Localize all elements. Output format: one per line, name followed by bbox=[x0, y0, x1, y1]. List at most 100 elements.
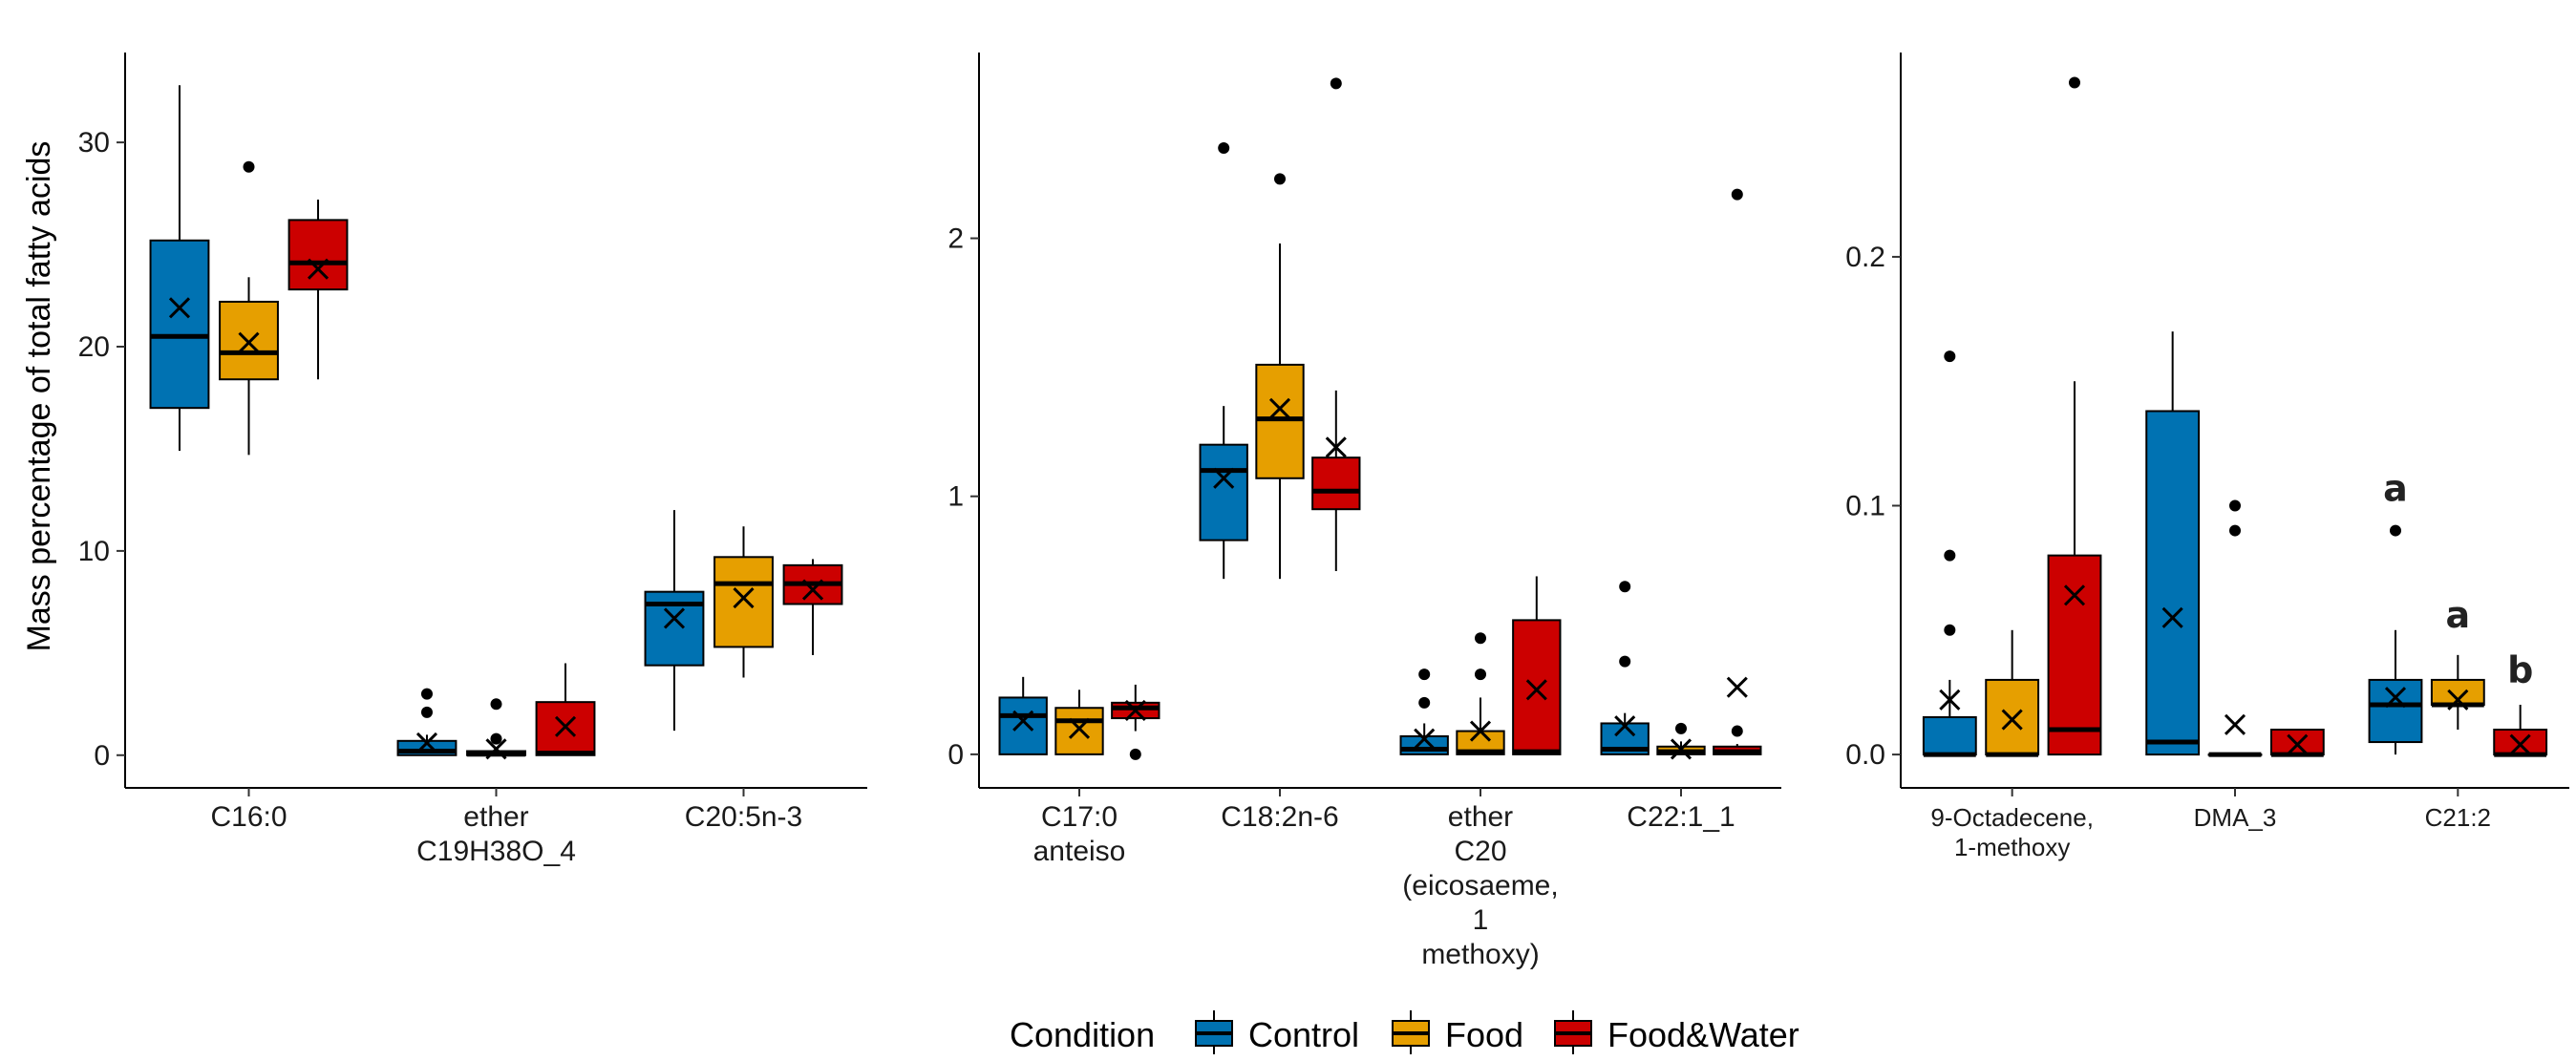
mean-marker bbox=[2001, 709, 2023, 731]
mean-marker bbox=[1068, 717, 1091, 739]
x-tick-label: 9-Octadecene, 1-methoxy bbox=[1930, 803, 2094, 861]
panel-2: 0 1 2 C17:0 anteiso C18:2n-6 ether C20 (eicosaem… bbox=[947, 53, 1781, 970]
mean-marker bbox=[485, 738, 507, 760]
box-iqr bbox=[2368, 678, 2423, 744]
box-food-0 bbox=[219, 160, 279, 456]
mean-marker bbox=[2287, 733, 2309, 755]
outlier-point bbox=[490, 732, 502, 745]
box-food-water-1 bbox=[2269, 729, 2325, 757]
box-food-2 bbox=[713, 526, 774, 678]
box-iqr bbox=[998, 696, 1048, 755]
box-iqr bbox=[1311, 456, 1361, 511]
outlier-point bbox=[1675, 722, 1687, 734]
x-tick-label: C18:2n-6 bbox=[1221, 801, 1338, 833]
outlier-point bbox=[1731, 725, 1743, 737]
box-control-0 bbox=[1922, 350, 1977, 757]
legend-item-food-water: Food&Water bbox=[1554, 1010, 1799, 1054]
x-tick-label: ether C20 (eicosaeme, 1 methoxy) bbox=[1402, 801, 1558, 970]
panel-3: 0.0 0.1 0.2 9-Octadecene, 1-methoxy DMA_3 C21:… bbox=[1845, 53, 2569, 861]
box-food-2 bbox=[2430, 654, 2485, 731]
box-food-0 bbox=[1054, 690, 1104, 755]
significance-letter: b bbox=[2507, 648, 2533, 690]
mean-marker bbox=[1670, 738, 1692, 760]
box-food-water-2 bbox=[782, 559, 843, 655]
box-iqr bbox=[535, 701, 596, 756]
box-iqr bbox=[2047, 554, 2102, 756]
x-tick-label: ether C19H38O_4 bbox=[416, 801, 576, 867]
box-food-water-1 bbox=[535, 663, 596, 756]
box-control-2 bbox=[2368, 524, 2423, 755]
legend-label: Control bbox=[1248, 1015, 1359, 1054]
outlier-point bbox=[243, 160, 255, 173]
outlier-point bbox=[1475, 632, 1486, 645]
outlier-point bbox=[420, 706, 433, 718]
outlier-point bbox=[420, 688, 433, 700]
box-iqr bbox=[1199, 443, 1248, 541]
box-control-1 bbox=[2145, 331, 2201, 756]
y-tick-label: 2 bbox=[947, 223, 964, 255]
outlier-point bbox=[1475, 668, 1486, 681]
x-tick-label: C17:0 anteiso bbox=[1033, 801, 1126, 867]
mean-marker bbox=[2384, 687, 2407, 709]
mean-marker bbox=[1012, 710, 1034, 732]
box-food-0 bbox=[1985, 629, 2040, 757]
box-control-1 bbox=[396, 688, 458, 756]
mean-marker bbox=[1124, 699, 1146, 722]
outlier-point bbox=[1418, 668, 1431, 681]
box-control-3 bbox=[1600, 581, 1650, 755]
legend-item-control: Control bbox=[1195, 1010, 1359, 1054]
outlier-point bbox=[1418, 696, 1431, 709]
outlier-point bbox=[1619, 581, 1631, 593]
outlier-point bbox=[1619, 655, 1631, 668]
y-tick-label: 10 bbox=[78, 536, 110, 567]
legend-label: Food bbox=[1445, 1015, 1523, 1054]
mean-marker bbox=[1525, 679, 1547, 701]
y-tick-label: 0.0 bbox=[1845, 739, 1885, 771]
box-iqr bbox=[2269, 729, 2325, 756]
box-food-1 bbox=[466, 698, 526, 760]
outlier-point bbox=[1274, 173, 1286, 185]
box-food-2 bbox=[1456, 632, 1505, 755]
mean-marker bbox=[663, 607, 686, 629]
mean-marker bbox=[801, 579, 824, 601]
box-iqr bbox=[1255, 363, 1305, 479]
outlier-point bbox=[2069, 76, 2080, 89]
box-food-water-0 bbox=[287, 200, 349, 380]
box-food-water-0 bbox=[2047, 76, 2102, 756]
box-iqr bbox=[2145, 410, 2201, 756]
mean-marker bbox=[1213, 467, 1235, 489]
box-control-2 bbox=[1399, 668, 1449, 755]
mean-marker bbox=[415, 732, 438, 754]
outlier-point bbox=[2390, 524, 2401, 537]
outlier-point bbox=[490, 698, 502, 711]
outlier-point bbox=[1944, 624, 1956, 636]
box-food-1 bbox=[2207, 499, 2263, 757]
mean-marker bbox=[1726, 676, 1748, 698]
x-tick-label: C20:5n-3 bbox=[685, 801, 802, 833]
box-food-water-1 bbox=[1311, 77, 1361, 572]
mean-marker bbox=[2161, 606, 2183, 628]
outlier-point bbox=[1129, 748, 1141, 760]
significance-letter: a bbox=[2446, 594, 2471, 636]
legend-item-food: Food bbox=[1392, 1010, 1523, 1054]
mean-marker bbox=[2063, 584, 2086, 606]
mean-marker bbox=[554, 715, 577, 737]
outlier-point bbox=[1944, 549, 1956, 562]
y-tick-label: 1 bbox=[947, 481, 964, 513]
box-food-1 bbox=[1255, 173, 1305, 580]
legend-label: Food&Water bbox=[1607, 1015, 1799, 1054]
outlier-point bbox=[2229, 524, 2241, 537]
legend-title: Condition bbox=[1010, 1015, 1155, 1054]
mean-marker bbox=[168, 297, 191, 319]
mean-marker bbox=[1469, 720, 1492, 742]
box-control-1 bbox=[1199, 141, 1248, 580]
mean-marker bbox=[307, 258, 330, 280]
mean-marker bbox=[2509, 733, 2531, 755]
y-tick-label: 30 bbox=[78, 127, 110, 159]
panel-1: 0 10 20 30 C16:0 ether C19H38O_4 C20:5n-3 bbox=[78, 53, 867, 867]
significance-letter: a bbox=[2383, 467, 2408, 509]
y-tick-label: 0.2 bbox=[1845, 242, 1885, 273]
mean-marker bbox=[2224, 713, 2246, 735]
y-tick-label: 20 bbox=[78, 331, 110, 363]
